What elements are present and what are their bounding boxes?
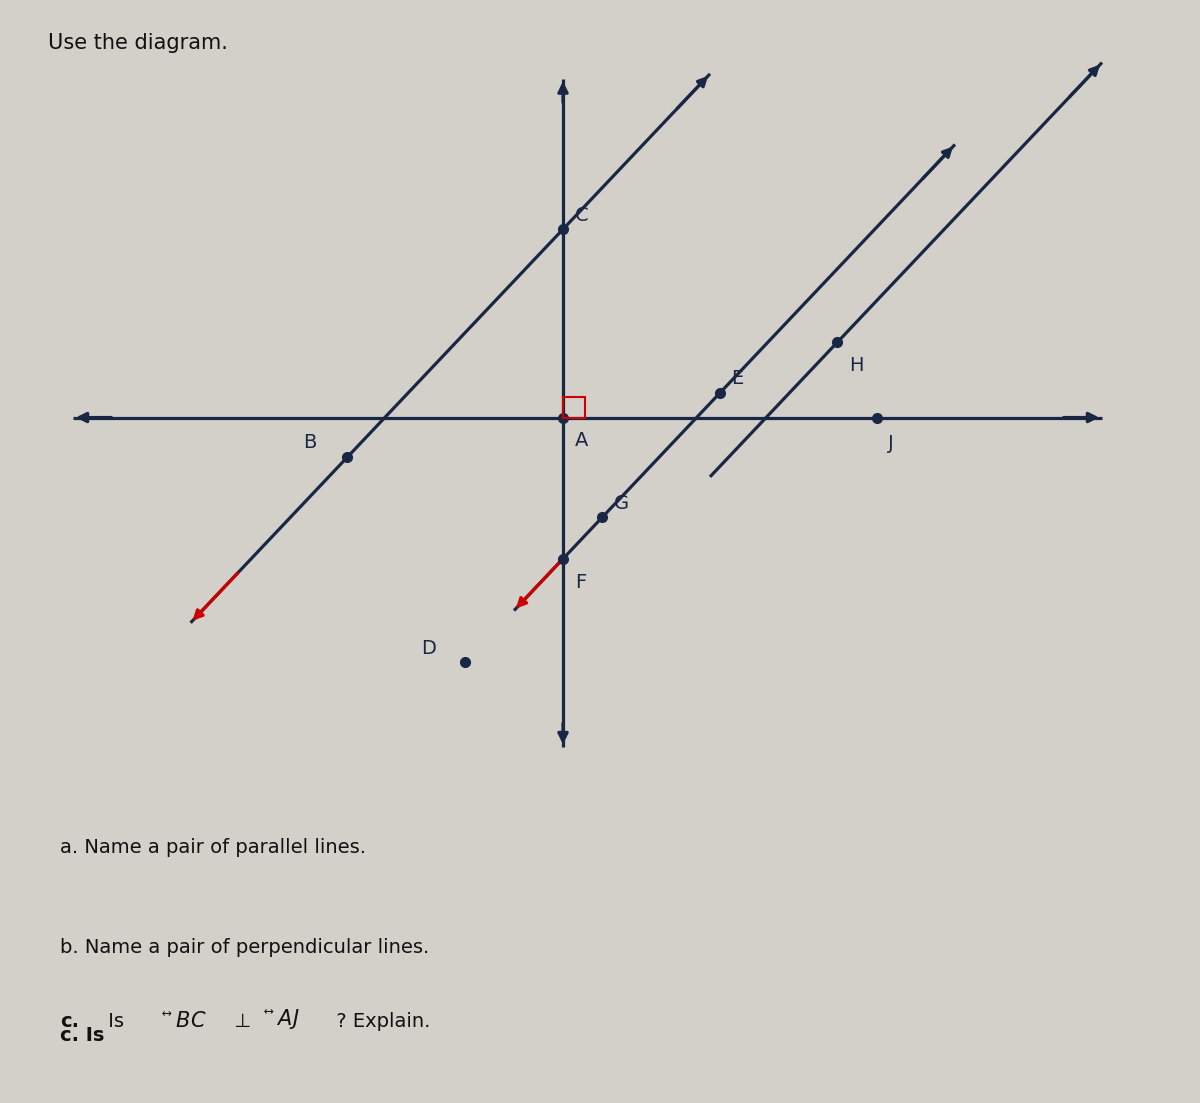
Text: ⊥: ⊥: [228, 1013, 258, 1031]
Text: ? Explain.: ? Explain.: [330, 1013, 431, 1031]
Text: F: F: [575, 572, 586, 591]
Bar: [563, 397, 584, 418]
Text: b. Name a pair of perpendicular lines.: b. Name a pair of perpendicular lines.: [60, 938, 430, 956]
Text: a. Name a pair of parallel lines.: a. Name a pair of parallel lines.: [60, 838, 366, 857]
Text: G: G: [614, 494, 629, 513]
Text: Use the diagram.: Use the diagram.: [48, 33, 228, 53]
Text: J: J: [888, 435, 894, 453]
Text: B: B: [304, 433, 317, 452]
Text: $\overleftrightarrow{BC}$: $\overleftrightarrow{BC}$: [162, 1011, 206, 1031]
Text: D: D: [421, 639, 436, 657]
Text: c.: c.: [60, 1013, 79, 1031]
Text: $\overleftrightarrow{AJ}$: $\overleftrightarrow{AJ}$: [264, 1007, 300, 1031]
Text: c. Is: c. Is: [60, 1026, 112, 1045]
Text: E: E: [732, 370, 744, 388]
Text: C: C: [575, 205, 588, 225]
Text: A: A: [575, 431, 588, 450]
Text: Is: Is: [102, 1013, 131, 1031]
Text: H: H: [850, 356, 864, 375]
